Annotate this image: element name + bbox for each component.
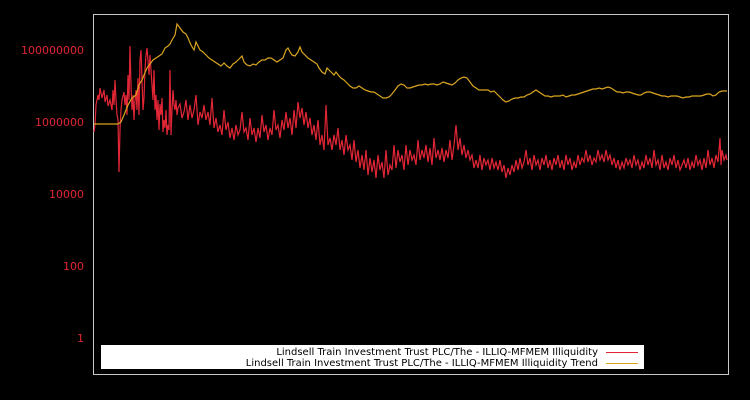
legend-swatch-gold	[606, 362, 638, 364]
y-tick-label: 100	[63, 260, 84, 273]
plot-frame	[93, 14, 729, 375]
legend-item-illiquidity: Lindsell Train Investment Trust PLC/The …	[276, 346, 644, 358]
illiquidity-trend-line	[94, 22, 727, 125]
y-tick-label: 1	[77, 332, 84, 345]
legend-item-trend: Lindsell Train Investment Trust PLC/The …	[246, 357, 644, 369]
legend-label: Lindsell Train Investment Trust PLC/The …	[276, 346, 598, 358]
y-tick-label: 10000	[49, 188, 84, 201]
y-tick-label: 1000000	[35, 116, 84, 129]
y-tick-label: 100000000	[21, 44, 84, 57]
illiquidity-line	[93, 45, 728, 179]
legend-label: Lindsell Train Investment Trust PLC/The …	[245, 357, 598, 369]
legend: Lindsell Train Investment Trust PLC/The …	[101, 345, 644, 369]
legend-swatch-red	[606, 351, 638, 353]
